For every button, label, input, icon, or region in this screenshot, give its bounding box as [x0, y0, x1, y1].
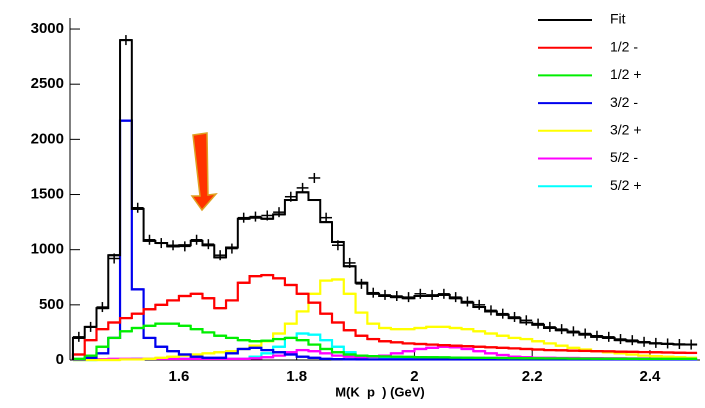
- data-point: [367, 287, 380, 298]
- data-point: [555, 324, 568, 335]
- data-point: [120, 35, 132, 46]
- legend-label: 1/2 -: [610, 38, 638, 54]
- legend-label: 5/2 -: [610, 149, 638, 165]
- data-point: [520, 315, 533, 326]
- x-tick-label: 2.4: [640, 368, 662, 385]
- data-point: [343, 257, 356, 268]
- data-point: [249, 211, 262, 222]
- data-point: [237, 212, 250, 223]
- data-point: [543, 321, 556, 332]
- x-tick-label: 2.2: [522, 368, 543, 385]
- data-point: [131, 202, 144, 213]
- y-tick-label: 0: [56, 351, 64, 368]
- data-point: [72, 331, 85, 342]
- legend-label: 3/2 +: [610, 122, 642, 138]
- data-point: [402, 292, 415, 303]
- data-point: [473, 299, 486, 310]
- data-point: [143, 234, 156, 245]
- data-point: [214, 250, 227, 261]
- y-tick-label: 500: [39, 296, 64, 313]
- y-tick-label: 2000: [31, 130, 64, 147]
- data-point: [532, 318, 544, 329]
- legend: Fit 1/2 - 1/2 + 3/2 - 3/2 + 5/2 - 5/2 +: [538, 11, 642, 193]
- y-tick-label: 2500: [31, 75, 64, 92]
- data-point: [567, 326, 580, 337]
- data-point: [649, 337, 662, 348]
- x-axis-label: M(K p ) (GeV): [335, 384, 425, 399]
- x-tick-label: 1.8: [286, 368, 307, 385]
- legend-label: 5/2 +: [610, 177, 642, 193]
- data-point: [626, 335, 639, 346]
- data-point: [508, 311, 521, 322]
- data-point: [591, 330, 603, 341]
- data-point: [96, 302, 109, 313]
- data-point: [273, 207, 285, 218]
- data-point: [155, 238, 168, 249]
- data-point: [390, 291, 403, 302]
- step-outline: [71, 322, 698, 360]
- data-point: [284, 191, 297, 202]
- data-point: [308, 172, 321, 183]
- data-point: [261, 210, 274, 221]
- y-tick-label: 1000: [31, 241, 64, 258]
- data-point: [332, 240, 344, 251]
- series: [71, 273, 698, 360]
- data-point: [379, 289, 391, 300]
- data-point: [320, 212, 333, 223]
- legend-label: 3/2 -: [610, 94, 638, 110]
- arrow: [190, 132, 218, 212]
- y-tick-label: 1500: [31, 185, 64, 202]
- data-point: [602, 331, 615, 342]
- data-point: [226, 243, 238, 254]
- data-point: [661, 338, 674, 349]
- data-point: [614, 334, 627, 345]
- data-point: [296, 182, 309, 193]
- data-point: [449, 292, 462, 303]
- data-point: [84, 321, 97, 332]
- legend-label: 1/2 +: [610, 66, 642, 82]
- data-point: [461, 296, 474, 307]
- data-point: [202, 239, 215, 250]
- data-points: [72, 35, 698, 350]
- x-tick-label: 2: [410, 368, 418, 385]
- data-point: [673, 339, 686, 350]
- step-outline: [71, 273, 698, 360]
- legend-label: Fit: [610, 11, 626, 27]
- data-point: [190, 234, 203, 245]
- x-tick-label: 1.6: [168, 368, 189, 385]
- data-point: [638, 336, 650, 347]
- step-outline: [71, 39, 698, 360]
- annotation-arrow: [190, 132, 218, 212]
- series: [71, 322, 698, 360]
- data-point: [426, 289, 438, 300]
- data-point: [178, 241, 191, 252]
- data-point: [496, 308, 509, 319]
- data-point: [485, 305, 497, 316]
- data-point: [437, 288, 450, 299]
- data-point: [167, 240, 179, 251]
- data-point: [108, 253, 121, 264]
- data-point: [685, 339, 698, 350]
- data-point: [355, 278, 368, 289]
- data-point: [579, 328, 592, 339]
- series: [71, 39, 698, 360]
- data-point: [414, 288, 427, 299]
- y-tick-label: 3000: [31, 20, 64, 37]
